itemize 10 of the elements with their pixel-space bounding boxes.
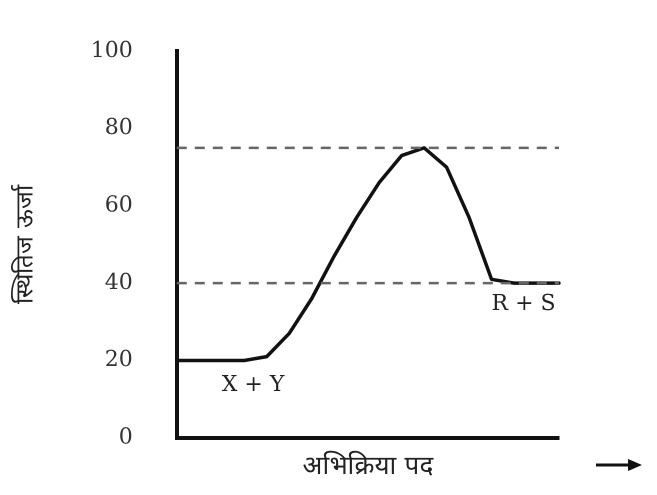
x-axis-title: अभिक्रिया पद [302,450,435,482]
annotation: X + Y [222,372,285,398]
annotation: R + S [492,291,556,316]
y-tick-label: 40 [104,270,133,295]
y-tick-label: 100 [90,38,133,63]
y-tick-label: 80 [104,115,133,140]
y-tick-label: 20 [104,347,133,372]
y-tick-label: 0 [118,424,133,450]
y-tick-label: 60 [104,192,133,218]
y-axis-title: स्थितिज ऊर्जा [10,184,39,304]
